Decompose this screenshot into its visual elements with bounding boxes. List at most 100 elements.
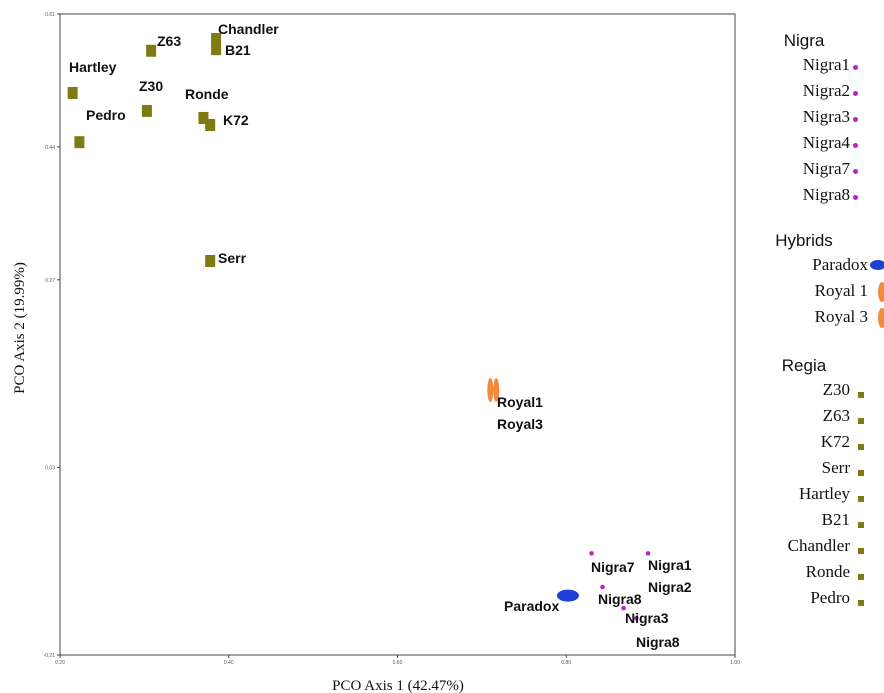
point-nigra-nigra7 xyxy=(589,551,594,556)
point-hybrids-royal3 xyxy=(493,378,500,403)
legend-item: Nigra2 xyxy=(758,80,884,106)
point-label: Nigra2 xyxy=(648,579,692,595)
legend-marker-square-icon xyxy=(858,444,864,450)
data-marks xyxy=(67,33,651,621)
point-label: Nigra8 xyxy=(636,634,680,650)
legend-item: Nigra8 xyxy=(758,184,884,210)
point-label: Hartley xyxy=(69,59,117,75)
data-labels: Chandler B21 Z63 Hartley Z30 Ronde K72 Pedro Ser… xyxy=(69,21,692,650)
point-label: Serr xyxy=(218,250,247,266)
point-label: Z63 xyxy=(157,33,181,49)
legend-group-regia: Regia Z30 Z63 K72 Serr Hartley B21 Chandler Rond… xyxy=(758,353,884,613)
x-tick-label: 1.00 xyxy=(730,660,740,666)
point-nigra-nigra8 xyxy=(600,584,605,590)
legend-group-title: Hybrids xyxy=(775,231,833,250)
legend-item-label: Chandler xyxy=(787,536,850,555)
legend-marker-square-icon xyxy=(858,548,864,554)
point-label: Ronde xyxy=(185,86,229,102)
legend-item: Z63 xyxy=(758,405,884,431)
legend-marker-dot-icon xyxy=(853,195,858,200)
legend-item-label: Paradox xyxy=(812,255,868,274)
legend-item-label: Nigra4 xyxy=(802,133,850,152)
point-regia-z30 xyxy=(141,104,152,117)
pco-scatter-plot: -0.21 0.03 0.27 0.44 0.61 0.20 0.40 0.60 0.80 1.… xyxy=(12,12,740,693)
point-regia-b21 xyxy=(211,43,222,56)
legend-item: Nigra3 xyxy=(758,106,884,132)
legend-item-label: Serr xyxy=(821,458,850,477)
legend-item-label: Nigra2 xyxy=(802,81,850,100)
x-tick-label: 0.20 xyxy=(55,660,65,666)
legend-item-label: B21 xyxy=(821,510,850,529)
legend-item: Hartley xyxy=(758,483,884,509)
legend-item: Ronde xyxy=(758,561,884,587)
legend-group-nigra: Nigra Nigra1 Nigra2 Nigra3 Nigra4 Nigra7 Nigra… xyxy=(758,28,884,210)
point-regia-chandler xyxy=(211,33,222,46)
point-label: Nigra1 xyxy=(648,557,692,573)
legend-item-label: Royal 1 xyxy=(814,281,868,300)
legend-item-label: Nigra3 xyxy=(802,107,850,126)
legend-item: Chandler xyxy=(758,535,884,561)
point-label: Royal3 xyxy=(497,416,543,432)
legend-item: Royal 1 xyxy=(758,280,884,306)
point-regia-hartley xyxy=(67,86,78,99)
legend-marker-dot-icon xyxy=(853,91,858,96)
point-label: Nigra8 xyxy=(598,591,642,607)
legend-item: Pedro xyxy=(758,587,884,613)
legend-item: K72 xyxy=(758,431,884,457)
legend-item-label: K72 xyxy=(820,432,850,451)
legend-marker-dot-icon xyxy=(853,169,858,174)
point-label: K72 xyxy=(223,112,249,128)
point-label: B21 xyxy=(225,42,251,58)
point-label: Paradox xyxy=(504,598,559,614)
legend-marker-square-icon xyxy=(858,600,864,606)
legend-item-label: Z30 xyxy=(822,380,850,399)
y-tick-label: 0.03 xyxy=(45,465,55,471)
point-nigra-nigra1 xyxy=(645,551,651,556)
point-label: Pedro xyxy=(86,107,126,123)
legend-group-title: Nigra xyxy=(783,31,825,50)
legend-marker-square-icon xyxy=(858,522,864,528)
legend-marker-square-icon xyxy=(858,392,864,398)
point-regia-pedro xyxy=(74,136,85,149)
y-tick-label: -0.21 xyxy=(44,653,56,659)
legend-item-label: Royal 3 xyxy=(814,307,868,326)
x-axis-title: PCO Axis 1 (42.47%) xyxy=(332,678,464,693)
x-tick-label: 0.60 xyxy=(393,660,403,666)
point-hybrids-paradox xyxy=(556,589,579,602)
point-regia-serr xyxy=(205,255,216,268)
legend-item-label: Z63 xyxy=(822,406,850,425)
legend-item-label: Nigra1 xyxy=(802,55,850,74)
legend-marker-square-icon xyxy=(858,496,864,502)
y-tick-label: 0.44 xyxy=(45,145,55,151)
x-tick-label: 0.40 xyxy=(224,660,234,666)
legend-marker-square-icon xyxy=(858,418,864,424)
legend-item-label: Pedro xyxy=(810,588,850,607)
legend-marker-square-icon xyxy=(858,574,864,580)
legend-group-title: Regia xyxy=(781,356,827,375)
point-regia-z63 xyxy=(146,44,157,57)
legend-item: Nigra1 xyxy=(758,54,884,80)
legend-marker-ellipse-icon xyxy=(878,308,884,328)
point-label: Nigra3 xyxy=(625,610,669,626)
point-label: Royal1 xyxy=(497,394,543,410)
legend-item: Z30 xyxy=(758,379,884,405)
legend-item-label: Nigra8 xyxy=(802,185,850,204)
legend-marker-ellipse-icon xyxy=(870,260,884,270)
legend-item: Serr xyxy=(758,457,884,483)
legend-item: Royal 3 xyxy=(758,306,884,332)
y-tick-label: 0.61 xyxy=(45,12,55,18)
legend-marker-ellipse-icon xyxy=(878,282,884,302)
y-axis-ticks: -0.21 0.03 0.27 0.44 0.61 xyxy=(44,12,60,659)
legend-item-label: Nigra7 xyxy=(802,159,850,178)
point-regia-ronde xyxy=(198,111,209,124)
legend-group-hybrids: Hybrids Paradox Royal 1 Royal 3 xyxy=(758,228,884,332)
point-label: Z30 xyxy=(139,78,163,94)
x-tick-label: 0.80 xyxy=(561,660,571,666)
y-axis-title: PCO Axis 2 (19.99%) xyxy=(12,262,28,394)
legend-marker-dot-icon xyxy=(853,143,858,148)
point-nigra-nigra3 xyxy=(621,605,626,611)
point-regia-k72 xyxy=(205,119,216,132)
legend-item: Paradox xyxy=(758,254,884,280)
point-label: Nigra7 xyxy=(591,559,635,575)
legend-marker-dot-icon xyxy=(853,65,858,70)
